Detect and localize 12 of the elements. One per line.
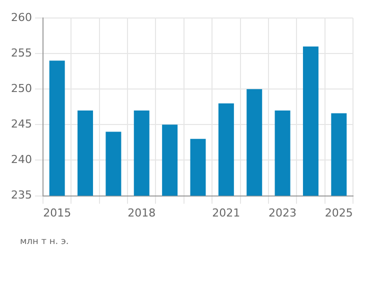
y-tick-label: 245 [10, 118, 32, 131]
y-tick-label: 260 [10, 10, 32, 24]
x-tick-label: 2023 [268, 206, 297, 220]
x-tick-label: 2018 [128, 206, 156, 220]
x-tick-label: 2021 [212, 206, 240, 220]
x-tick-label: 2015 [43, 206, 72, 220]
y-tick-label: 240 [10, 153, 32, 166]
x-tick-label: 2025 [324, 206, 353, 220]
y-tick-label: 235 [10, 188, 32, 202]
y-tick-label: 250 [10, 82, 32, 95]
text: млн т н. э. [20, 237, 70, 247]
y-tick-label: 255 [10, 46, 32, 60]
